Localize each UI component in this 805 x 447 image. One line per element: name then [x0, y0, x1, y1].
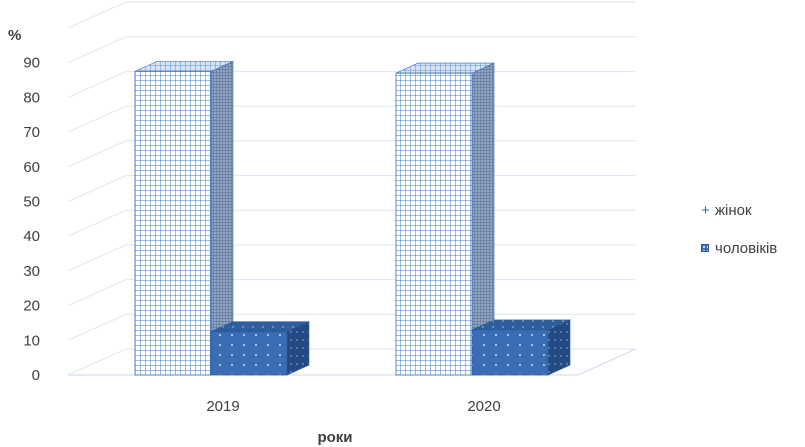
- x-axis-categories: 2019 2020: [206, 398, 500, 415]
- bar-front: [134, 70, 212, 376]
- bars: [134, 60, 571, 376]
- bar-women-2020[interactable]: [395, 62, 495, 376]
- bar-men-2020[interactable]: [471, 319, 571, 376]
- square-marker-icon: [701, 244, 709, 252]
- y-tick-label: 0: [32, 367, 40, 384]
- legend: + жінок чоловіків: [700, 198, 777, 274]
- y-tick-label: 20: [23, 298, 40, 315]
- gridline: [67, 1, 636, 29]
- x-category-label: 2020: [467, 398, 500, 415]
- y-axis-title: %: [8, 27, 21, 44]
- legend-item-men[interactable]: чоловіків: [700, 236, 777, 260]
- y-tick-label: 50: [23, 194, 40, 211]
- x-axis-title: роки: [317, 429, 352, 446]
- bar-front: [395, 72, 473, 376]
- gridline: [67, 36, 636, 64]
- legend-label-men: чоловіків: [715, 239, 778, 257]
- y-tick-label: 10: [23, 332, 40, 349]
- y-tick-label: 30: [23, 263, 40, 280]
- bar-women-2019[interactable]: [134, 60, 234, 376]
- bar-front: [471, 329, 549, 376]
- plus-marker-icon: +: [701, 201, 710, 219]
- y-tick-label: 60: [23, 159, 40, 176]
- legend-label-women: жінок: [715, 201, 752, 219]
- y-tick-label: 40: [23, 228, 40, 245]
- y-tick-label: 80: [23, 89, 40, 106]
- y-axis-ticks: 0 10 20 30 40 50 60 70 80 90: [23, 55, 40, 384]
- y-tick-label: 90: [23, 55, 40, 72]
- bar-men-2019[interactable]: [210, 321, 310, 376]
- bar-front: [210, 331, 288, 376]
- y-tick-label: 70: [23, 124, 40, 141]
- legend-item-women[interactable]: + жінок: [700, 198, 777, 222]
- x-category-label: 2019: [206, 398, 239, 415]
